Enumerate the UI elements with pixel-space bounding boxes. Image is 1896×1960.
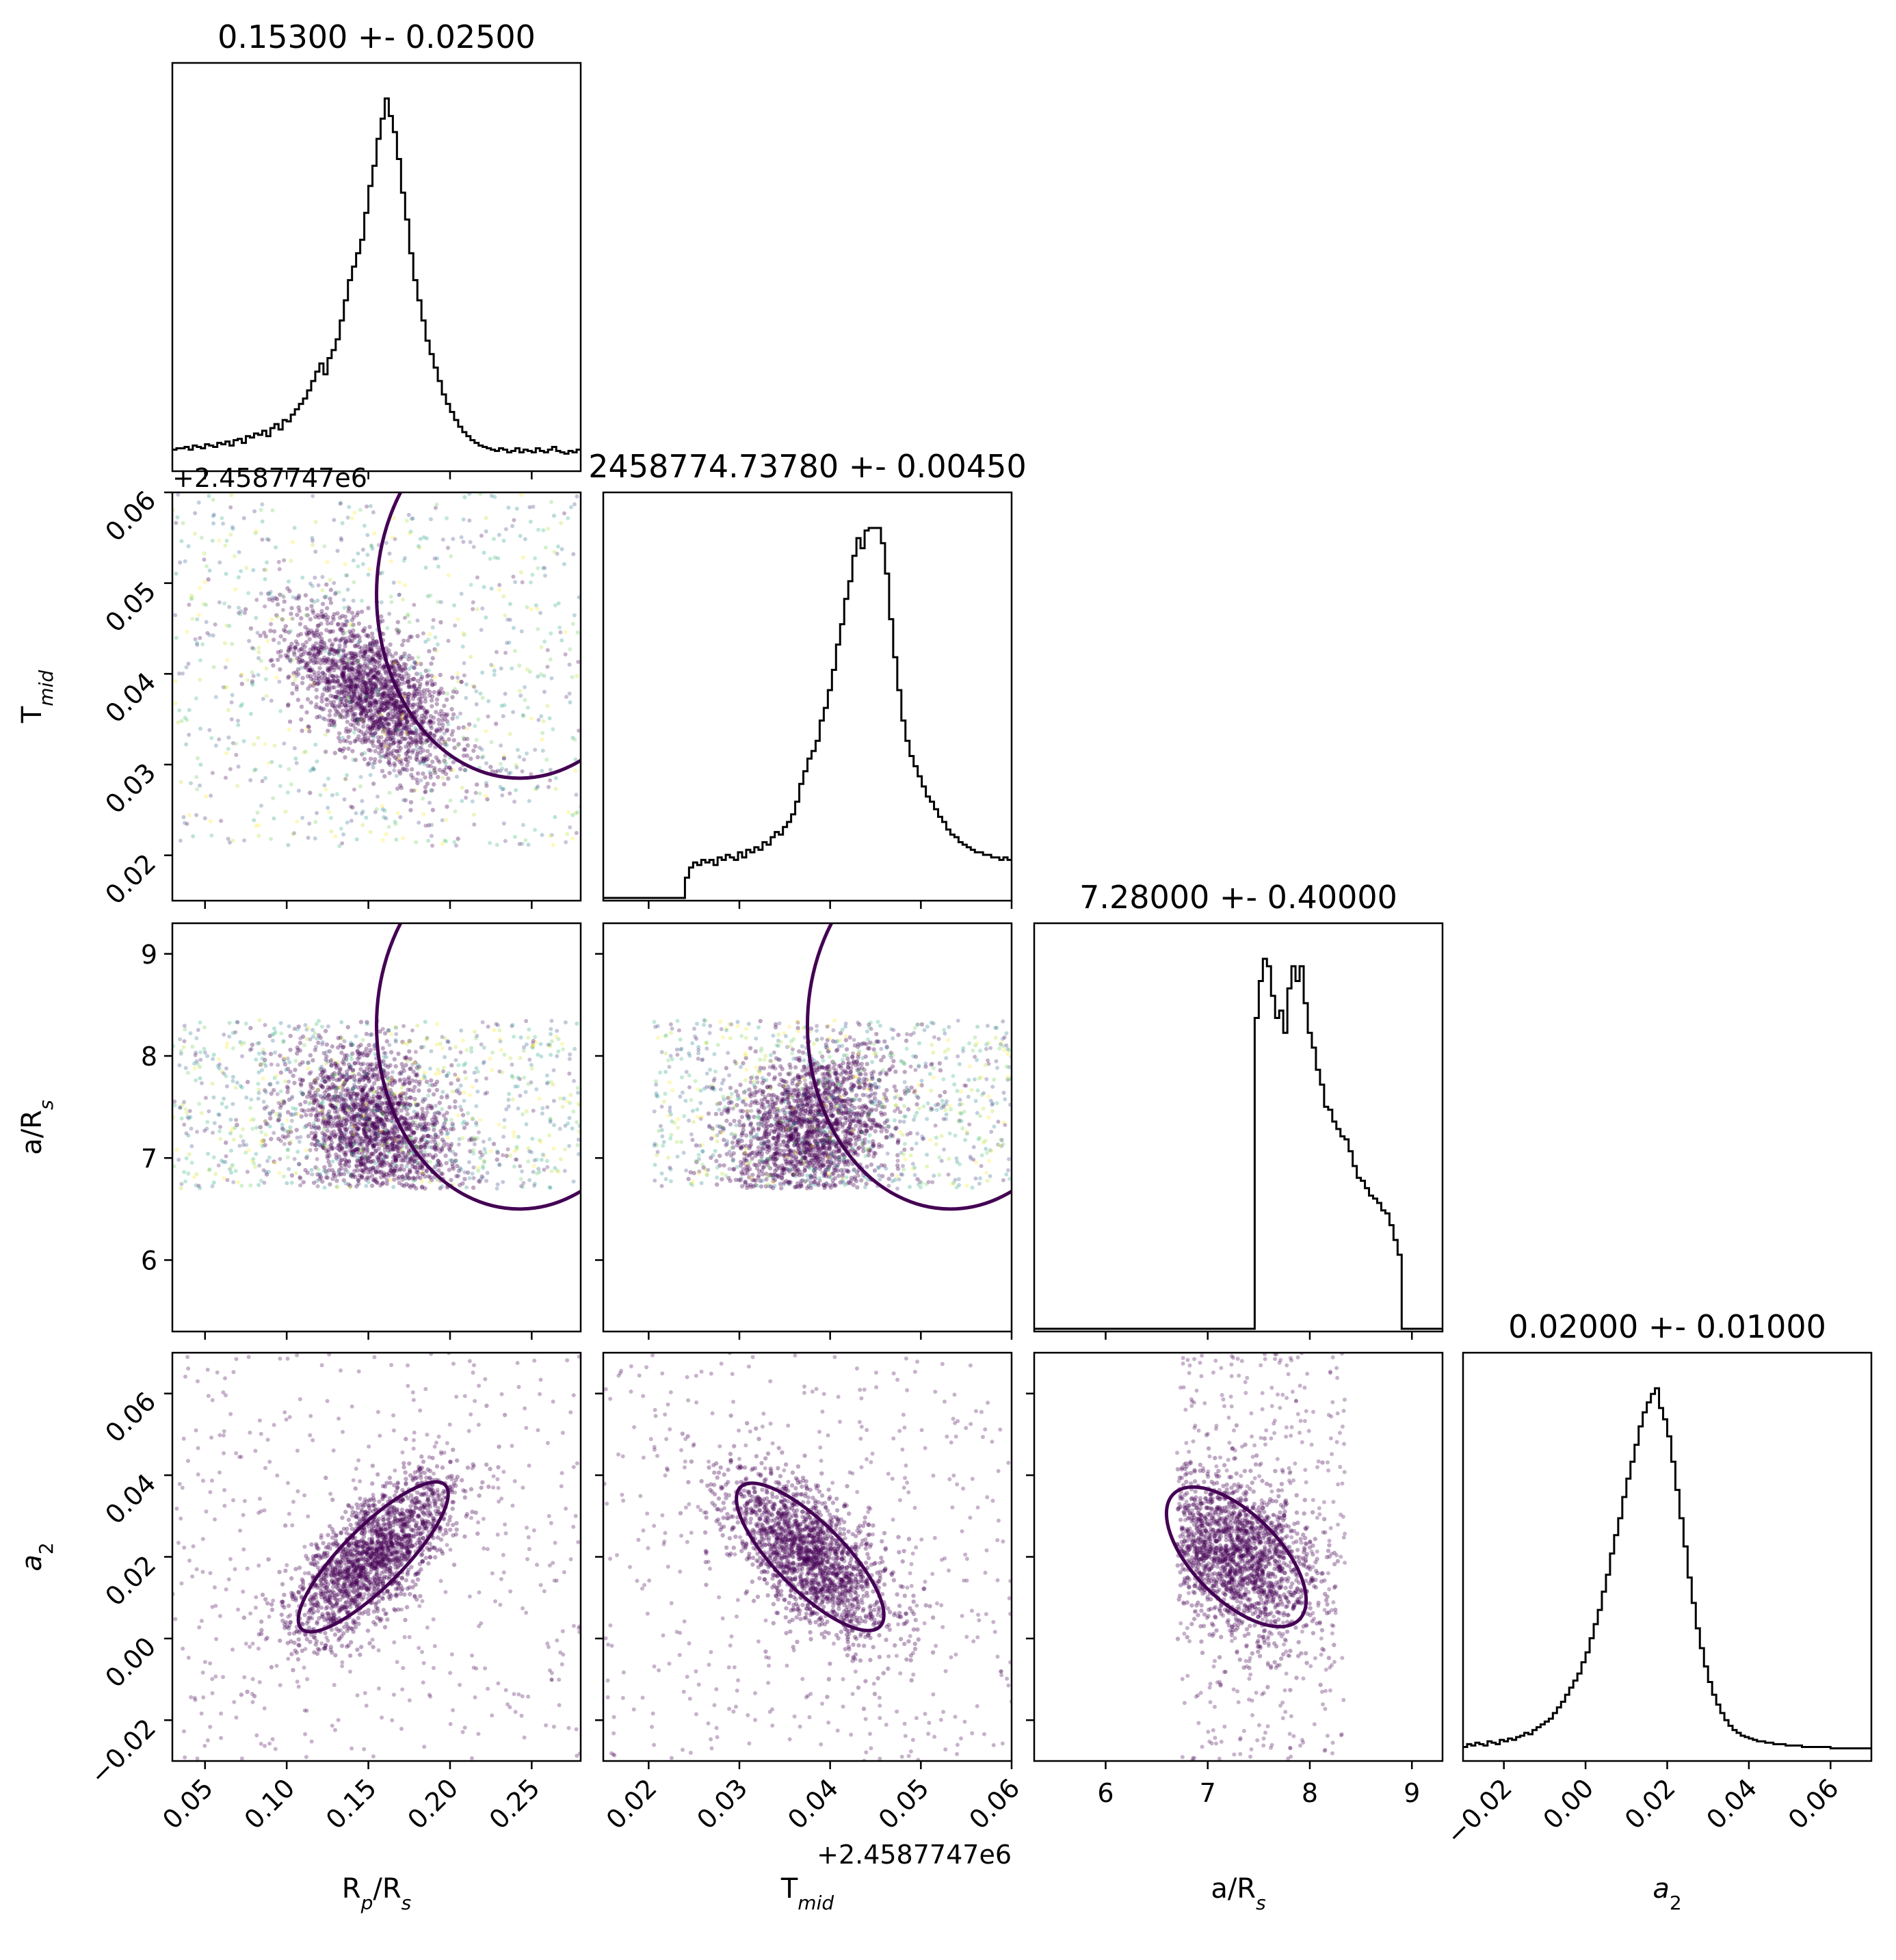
scatter-rp-tmid-contour <box>375 492 581 780</box>
ytick-label-a2: 0.04 <box>99 1468 161 1530</box>
ytick-label-ars: 8 <box>141 1042 157 1072</box>
xtick-label-tmid: 0.06 <box>963 1773 1025 1835</box>
xtick-label-a2: −0.02 <box>1440 1773 1518 1850</box>
xtick-label-rp: 0.05 <box>157 1773 219 1835</box>
scatter-rp-tmid-frame <box>171 491 582 902</box>
xtick-label-ars: 6 <box>1097 1778 1114 1808</box>
histogram-tmid-line <box>603 527 1012 899</box>
scatter-rp-tmid <box>171 491 582 902</box>
scatter-rp-ars-contour <box>375 923 581 1211</box>
xtick-label-rp: 0.15 <box>320 1773 382 1835</box>
xtick-label-tmid: 0.04 <box>782 1773 844 1835</box>
histogram-a2-title: 0.02000 +- 0.01000 <box>1508 1308 1826 1345</box>
corner-plot-panels: 0.15300 +- 0.02500 2458774.73780 +- 0.004… <box>16 18 1873 1914</box>
scatter-rp-tmid-points <box>172 492 581 849</box>
scatter-rp-a2-points <box>172 1353 581 1761</box>
scatter-tmid-ars-contour <box>806 923 1012 1211</box>
scatter-rp-a2 <box>171 1351 582 1762</box>
scatter-ars-a2 <box>1033 1351 1444 1762</box>
histogram-ars-title: 7.28000 +- 0.40000 <box>1079 879 1397 916</box>
ytick-label-ars: 7 <box>141 1143 157 1174</box>
xtick-label-a2: 0.06 <box>1782 1773 1845 1835</box>
ytick-label-tmid: 0.05 <box>99 576 161 638</box>
xtick-label-rp: 0.10 <box>239 1773 301 1835</box>
scatter-ars-a2-points <box>1174 1353 1347 1761</box>
histogram-rp-title: 0.15300 +- 0.02500 <box>218 18 536 55</box>
scatter-tmid-a2-contour <box>735 1481 886 1632</box>
scatter-rp-a2-contour <box>296 1480 450 1634</box>
xtick-label-rp: 0.25 <box>484 1773 546 1835</box>
histogram-tmid: 2458774.73780 +- 0.00450 <box>588 448 1027 909</box>
ylabel-a2: a2 <box>16 1542 57 1571</box>
scatter-tmid-a2 <box>602 1351 1013 1762</box>
ylabel-ars: a/Rs <box>16 1100 57 1154</box>
histogram-ars: 7.28000 +- 0.40000 <box>1033 879 1444 1340</box>
xtick-label-ars: 7 <box>1200 1778 1216 1808</box>
xlabel-tmid: Tmid <box>780 1873 834 1914</box>
ytick-label-a2: 0.06 <box>99 1386 161 1448</box>
xtick-label-a2: 0.02 <box>1619 1773 1681 1835</box>
histogram-tmid-title: 2458774.73780 +- 0.00450 <box>588 448 1026 485</box>
xtick-label-ars: 9 <box>1404 1778 1420 1808</box>
histogram-a2-line <box>1463 1387 1871 1750</box>
xtick-label-a2: 0.00 <box>1538 1773 1600 1835</box>
ytick-label-tmid: 0.04 <box>99 667 161 729</box>
xtick-label-rp: 0.20 <box>401 1773 464 1835</box>
histogram-rp-frame <box>171 62 582 473</box>
xtick-label-tmid: 0.02 <box>601 1773 663 1835</box>
histogram-rp: 0.15300 +- 0.02500 <box>171 18 582 479</box>
histogram-ars-line <box>1034 957 1443 1330</box>
ytick-label-tmid: 0.02 <box>99 848 161 910</box>
scatter-rp-ars <box>171 922 582 1333</box>
scatter-tmid-ars-frame <box>602 922 1013 1333</box>
scatter-tmid-a2-points <box>603 1353 1012 1761</box>
xtick-label-tmid: 0.05 <box>873 1773 935 1835</box>
ytick-label-ars: 9 <box>141 940 157 970</box>
ytick-label-a2: 0.00 <box>99 1631 161 1693</box>
xlabel-ars: a/Rs <box>1211 1873 1265 1914</box>
scatter-ars-a2-contour <box>1164 1485 1308 1629</box>
histogram-tmid-frame <box>602 491 1013 902</box>
xtick-label-ars: 8 <box>1302 1778 1318 1808</box>
histogram-a2-frame <box>1462 1351 1873 1762</box>
ytick-label-tmid: 0.06 <box>99 485 161 547</box>
xlabel-rp: Rp/Rs <box>342 1873 411 1914</box>
xtick-offset-tmid: +2.4587747e6 <box>817 1840 1012 1870</box>
ytick-offset-tmid: +2.4587747e6 <box>172 463 367 493</box>
scatter-tmid-ars <box>602 922 1013 1333</box>
scatter-rp-ars-points <box>172 1018 581 1191</box>
histogram-ars-frame <box>1033 922 1444 1333</box>
ytick-label-a2: 0.02 <box>99 1550 161 1612</box>
xtick-label-tmid: 0.03 <box>691 1773 753 1835</box>
ytick-label-a2: −0.02 <box>84 1713 161 1790</box>
xtick-label-a2: 0.04 <box>1700 1773 1763 1835</box>
scatter-tmid-ars-points <box>652 1018 1012 1191</box>
histogram-a2: 0.02000 +- 0.01000 <box>1462 1308 1873 1769</box>
xlabel-a2: a2 <box>1653 1873 1681 1914</box>
histogram-rp-line <box>172 97 581 455</box>
ytick-label-ars: 6 <box>141 1246 157 1276</box>
ytick-label-tmid: 0.03 <box>99 757 161 819</box>
ylabel-tmid: Tmid <box>16 670 57 724</box>
scatter-rp-ars-frame <box>171 922 582 1333</box>
